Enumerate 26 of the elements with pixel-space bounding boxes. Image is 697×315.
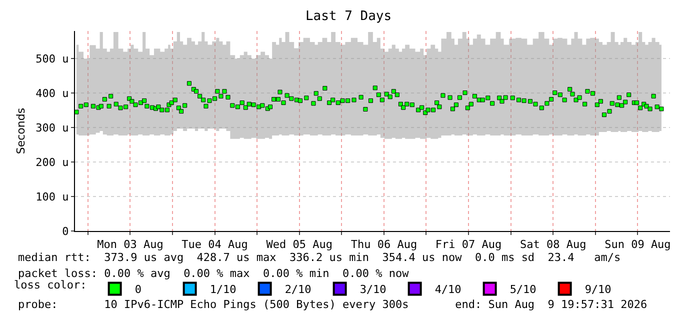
legend-label: 3/10	[360, 283, 386, 296]
y-tick-label: 100 u	[36, 190, 69, 204]
x-tick-label: Tue 04 Aug	[182, 238, 248, 252]
legend-label: 9/10	[584, 283, 612, 296]
legend-label: 1/10	[210, 283, 236, 296]
y-tick-label: 200 u	[36, 156, 69, 169]
legend-label: 2/10	[284, 283, 312, 296]
y-tick-label: 300 u	[36, 121, 69, 134]
chart-title: Last 7 Days	[305, 9, 392, 24]
x-tick-label: Sun 09 Aug	[604, 238, 671, 252]
text: probe: 10 IPv6-ICMP Echo Pings (500 Bytes) every 300s end: Sun Aug 9 19:57:31 2026	[18, 298, 648, 311]
text: median rtt: 373.9 us avg 428.7 us max 336.2 us min 354.4 us now 0.0 ms sd 23.4 am/s	[18, 251, 621, 264]
x-tick-label: Wed 05 Aug	[266, 238, 332, 252]
x-tick-label: Fri 07 Aug	[435, 238, 502, 252]
y-tick-label: 400 u	[36, 86, 69, 100]
y-tick-label: 0	[62, 224, 69, 238]
legend-label: 4/10	[434, 283, 462, 296]
legend-label: 0	[134, 283, 142, 296]
x-tick-label: Mon 03 Aug	[97, 238, 164, 252]
legend-label: 5/10	[510, 283, 536, 296]
x-tick-label: Sat 08 Aug	[520, 238, 586, 252]
y-tick-label: 500 u	[36, 52, 69, 66]
legend-title: loss color:	[14, 278, 87, 292]
x-tick-label: Thu 06 Aug	[350, 238, 418, 252]
y-axis-title: Seconds	[14, 108, 28, 154]
text: packet loss: 0.00 % avg 0.00 % max 0.00 % min 0.00 % now	[18, 267, 410, 280]
